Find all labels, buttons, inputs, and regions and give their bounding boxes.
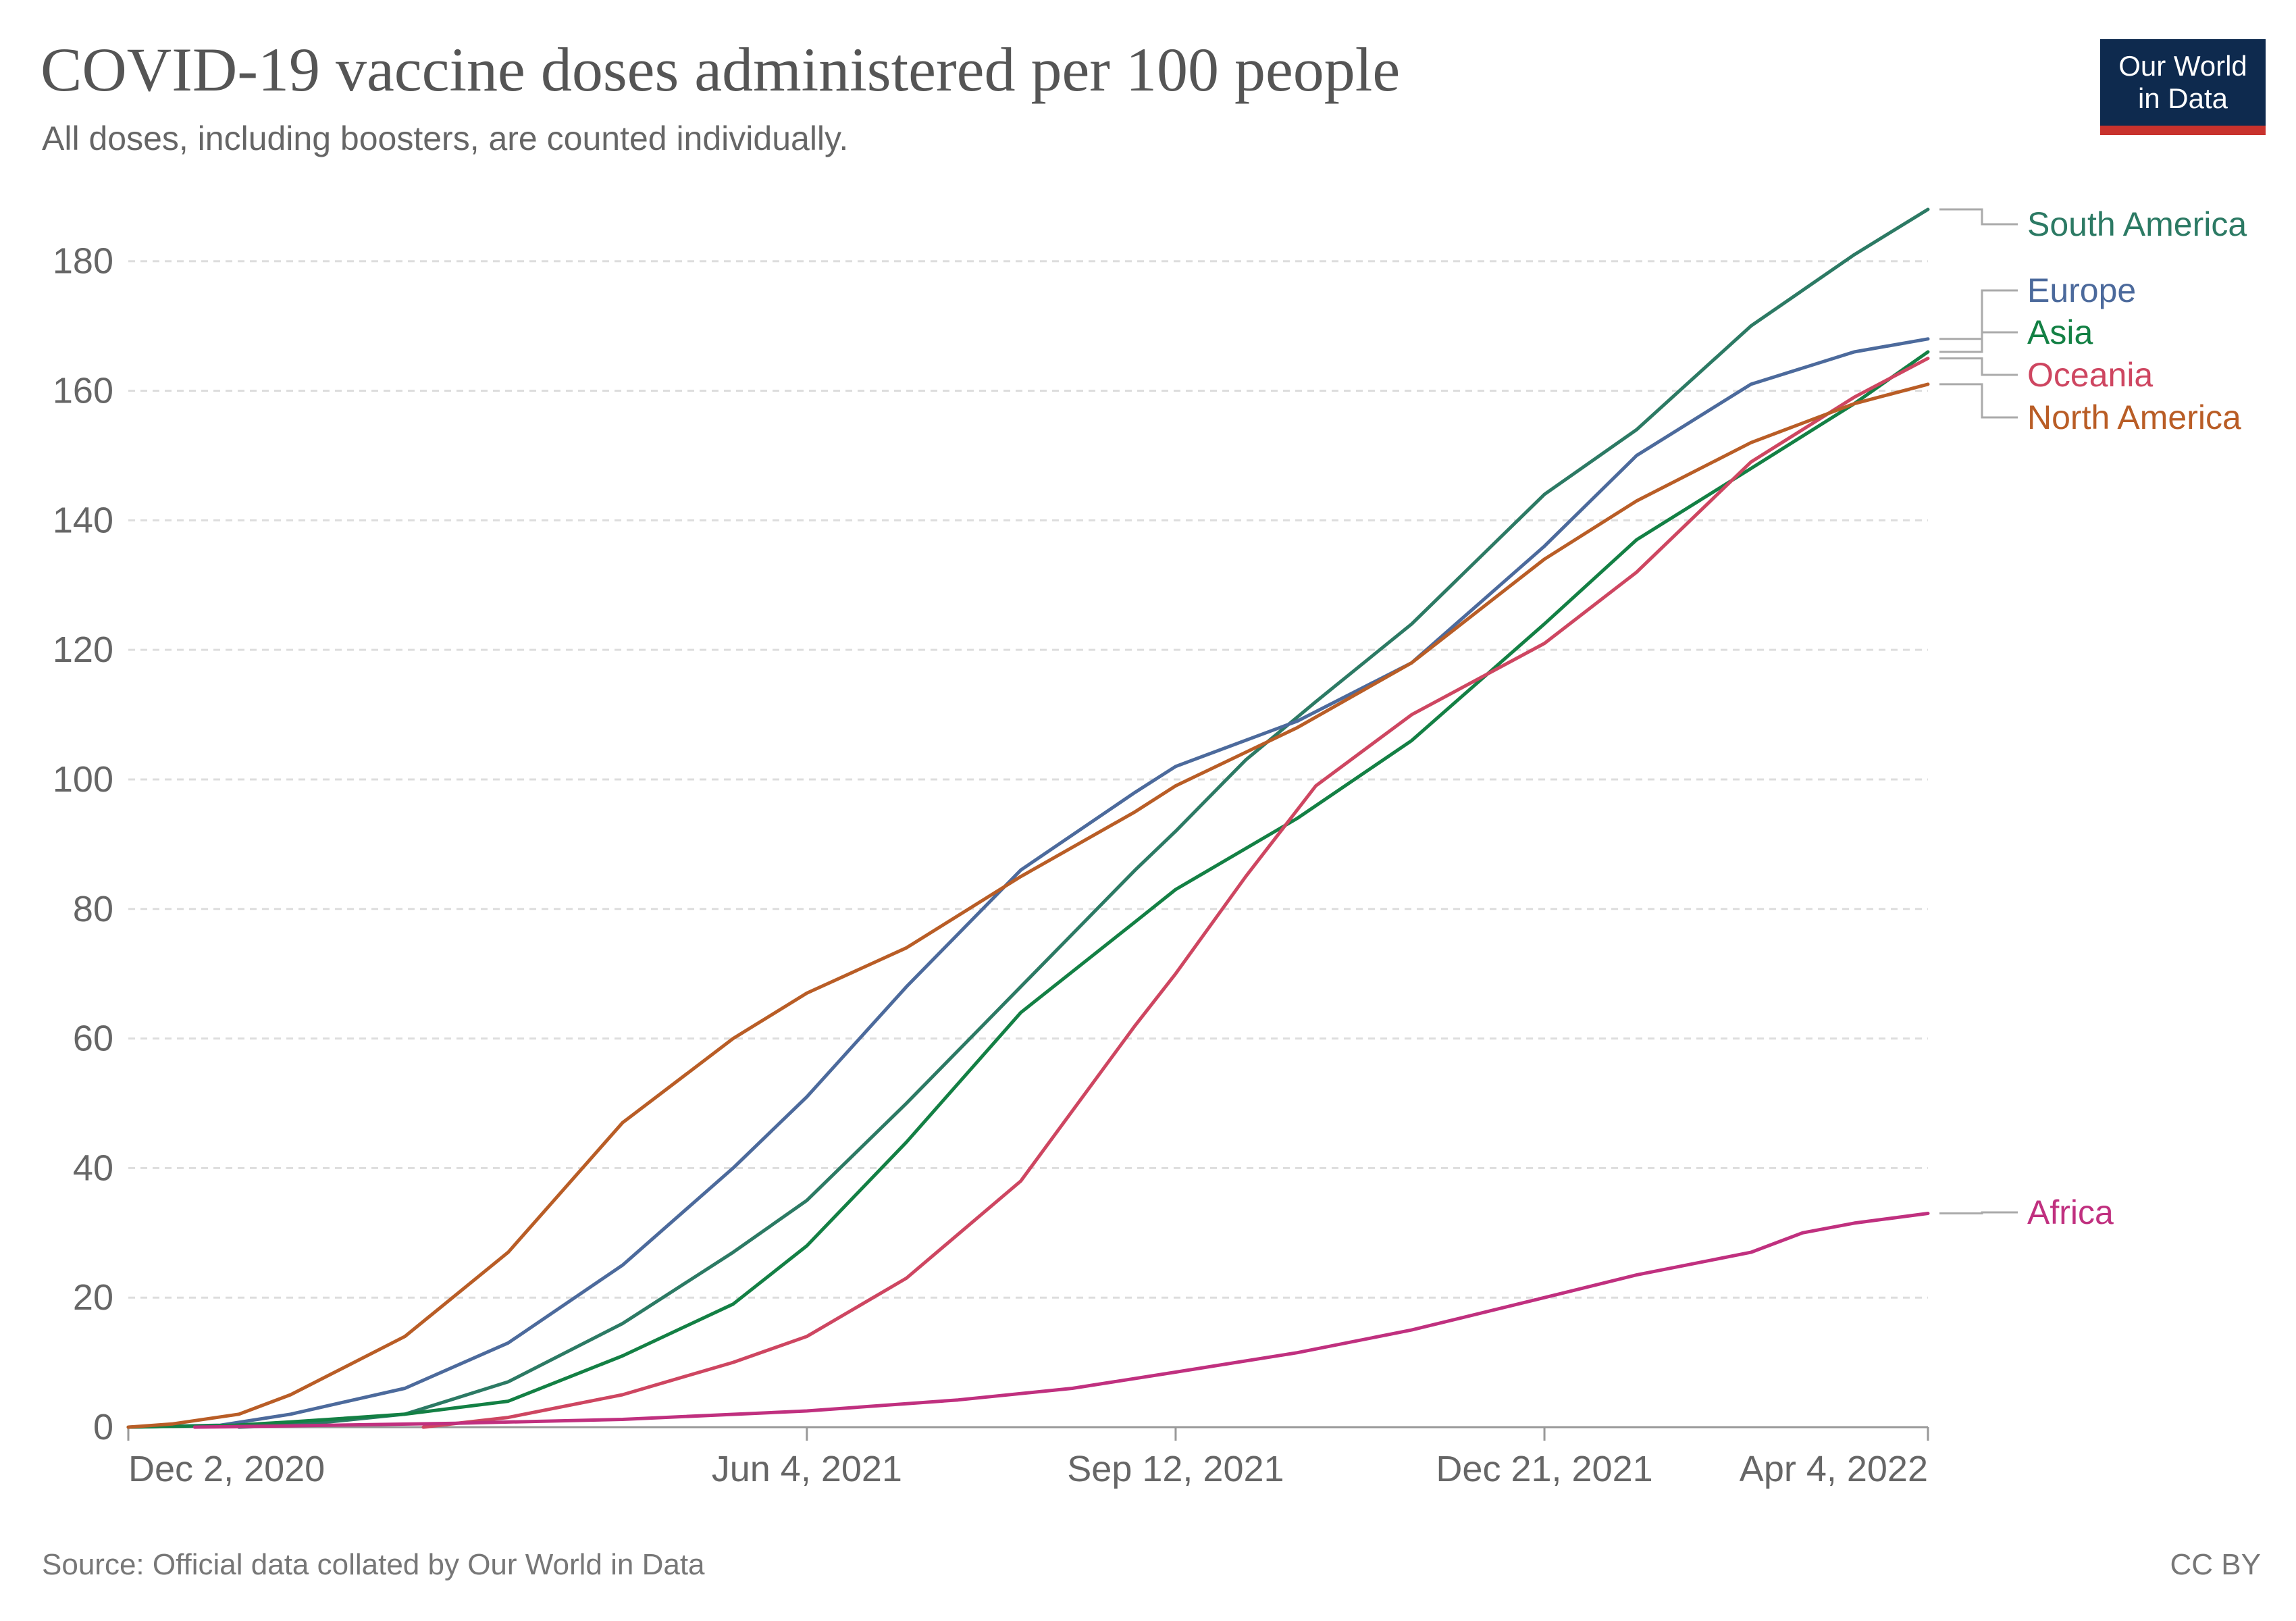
series-line-europe [126,337,1930,1429]
series-label-europe: Europe [2027,272,2136,309]
series-label-africa: Africa [2027,1193,2114,1231]
y-tick-label: 160 [53,371,113,411]
series-line-africa [192,1212,1930,1429]
y-tick-label: 60 [73,1019,113,1059]
x-tick-label: Dec 21, 2021 [1436,1449,1652,1489]
series-line-asia [126,350,1930,1429]
x-tick-label: Apr 4, 2022 [1740,1449,1928,1489]
leader-line [1939,331,2018,353]
y-tick-label: 180 [53,241,113,282]
x-axis: Dec 2, 2020 Jun 4, 2021 Sep 12, 2021 Dec 21… [127,1426,1929,1489]
leader-line [1939,1211,2018,1214]
y-tick-label: 100 [53,759,113,800]
owid-logo[interactable]: Our World in Data [2100,39,2266,135]
source-note: Source: Official data collated by Our Wo… [42,1548,705,1581]
gridlines [128,260,1928,1299]
y-tick-label: 0 [93,1407,113,1447]
y-tick-label: 80 [73,889,113,929]
y-tick-label: 140 [53,500,113,540]
series-label-oceania: Oceania [2027,356,2153,394]
y-axis: 0 20 40 60 80 100 120 140 160 180 [53,241,113,1447]
leader-line [1939,383,2018,419]
x-tick-label: Jun 4, 2021 [712,1449,902,1489]
x-tick-label: Dec 2, 2020 [128,1449,325,1489]
leader-line [1939,289,2018,340]
series-label-asia: Asia [2027,313,2093,351]
y-tick-label: 20 [73,1277,113,1318]
series-lines [126,207,1930,1429]
series-line-south-america [237,207,1930,1429]
y-tick-label: 120 [53,629,113,670]
series-line-oceania [421,357,1930,1429]
x-tick-label: Sep 12, 2021 [1067,1449,1284,1489]
y-tick-label: 40 [73,1148,113,1188]
series-label-north-america: North America [2027,398,2241,436]
chart-subtitle: All doses, including boosters, are count… [42,120,849,157]
leader-line [1939,357,2018,376]
series-label-south-america: South America [2027,205,2247,243]
chart-title: COVID-19 vaccine doses administered per … [41,35,1401,104]
leader-line [1939,208,2018,226]
logo-line-1: Our World [2118,50,2247,82]
logo-line-2: in Data [2137,82,2228,114]
series-line-north-america [126,382,1930,1429]
license-link[interactable]: CC BY [2170,1548,2261,1581]
series-labels: South America Europe Asia Oceania North Amer… [1939,205,2247,1231]
